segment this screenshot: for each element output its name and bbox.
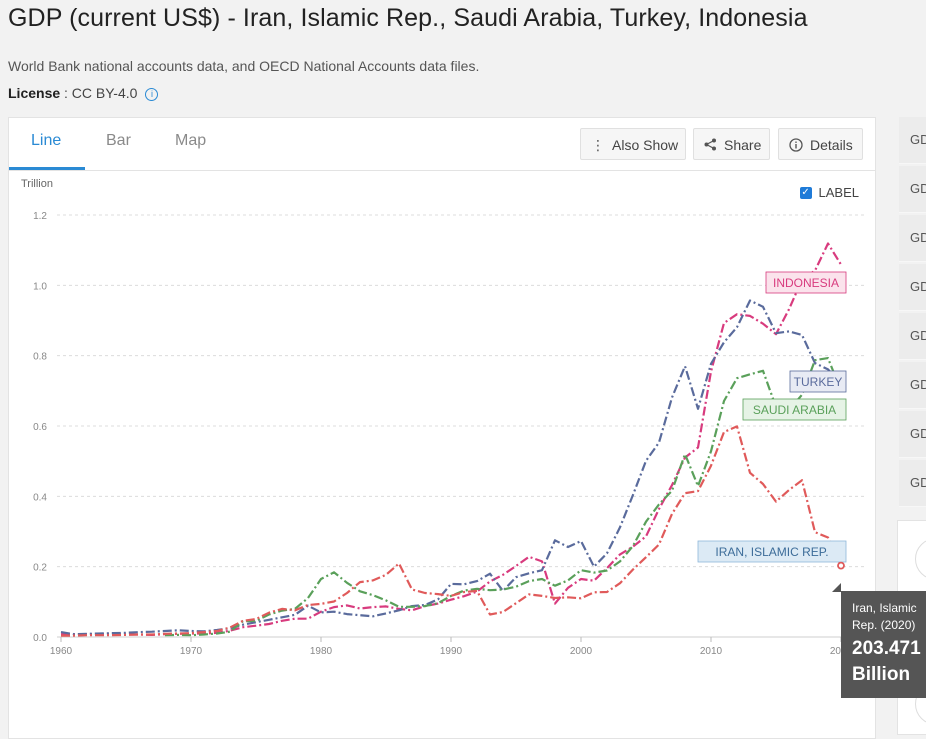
tab-map[interactable]: Map [175, 132, 207, 149]
hover-point[interactable] [837, 561, 845, 570]
series-lines [60, 242, 843, 637]
series-label-box [697, 540, 847, 563]
series-line-turkey[interactable] [60, 299, 842, 636]
chart-panel: Line Bar Map ⋮ Also Show Share Details ✓ … [8, 117, 876, 739]
more-vertical-icon: ⋮ [591, 137, 605, 153]
label-toggle[interactable]: ✓ LABEL [799, 185, 859, 200]
y-unit-label: Trillion [21, 178, 53, 190]
sidebar-item-7[interactable]: GD [899, 411, 926, 458]
series-label-indonesia: INDONESIA [765, 271, 847, 294]
series-label-text: TURKEY [794, 375, 843, 389]
sidebar-item-2[interactable]: GD [899, 166, 926, 213]
x-tick-label: 2000 [570, 646, 593, 657]
gdp-line-chart: Trillion 0.0 0.2 0.4 0.6 0.8 1.0 1.2 1960 1970 1… [21, 178, 867, 657]
sidebar-item-5[interactable]: GD [899, 313, 926, 360]
x-tick-label: 2010 [700, 646, 723, 657]
label-checkbox-checked-icon[interactable]: ✓ [799, 186, 812, 199]
side-circle-top[interactable] [915, 538, 926, 580]
details-label: Details [810, 137, 853, 153]
sidebar-item-3[interactable]: GD [899, 215, 926, 262]
sidebar-item-1[interactable]: GD [899, 117, 926, 164]
tooltip-unit: Billion [852, 664, 911, 685]
share-icon [704, 129, 717, 161]
tooltip: Iran, Islamic Rep. (2020) 203.471 Billio… [841, 591, 926, 698]
sidebar-item-4[interactable]: GD [899, 264, 926, 311]
series-line-iran-islamic-rep-[interactable] [61, 425, 842, 637]
sidebar-item-8[interactable]: GD [899, 460, 926, 507]
also-show-label: Also Show [612, 137, 679, 153]
y-axis: 0.0 0.2 0.4 0.6 0.8 1.0 1.2 [33, 211, 47, 644]
series-label-saudi-arabia: SAUDI ARABIA [742, 398, 847, 421]
license-label: License [8, 85, 61, 101]
x-tick-label: 1960 [50, 646, 73, 657]
tab-line[interactable]: Line [31, 132, 62, 149]
series-label-box [742, 398, 847, 421]
also-show-button[interactable]: ⋮ Also Show [580, 128, 686, 160]
share-label: Share [724, 137, 762, 153]
license-line: License : CC BY-4.0 i [8, 85, 159, 101]
tooltip-name: Iran, Islamic Rep. (2020) [852, 601, 917, 632]
tooltip-arrow [832, 583, 841, 592]
tooltip-value: 203.471 [852, 638, 921, 659]
y-tick-label: 0.0 [33, 633, 47, 644]
y-tick-label: 0.6 [33, 422, 47, 433]
y-tick-label: 0.2 [33, 563, 47, 574]
y-tick-label: 0.8 [33, 352, 47, 363]
y-tick-label: 0.4 [33, 492, 47, 503]
info-icon[interactable]: i [145, 88, 159, 101]
tab-bar[interactable]: Bar [106, 132, 131, 149]
active-tab-indicator [9, 167, 85, 170]
y-tick-label: 1.0 [33, 281, 47, 292]
series-line-indonesia[interactable] [61, 242, 842, 636]
series-label-box [789, 370, 847, 393]
series-label-text: INDONESIA [773, 276, 839, 290]
y-tick-label: 1.2 [33, 211, 47, 222]
series-label-turkey: TURKEY [789, 370, 847, 393]
license-value: : CC BY-4.0 [60, 85, 138, 101]
series-label-text: IRAN, ISLAMIC REP. [715, 545, 828, 559]
series-label-text: SAUDI ARABIA [753, 403, 836, 417]
info-circle-icon [789, 129, 803, 161]
series-label-box [765, 271, 847, 294]
x-tick-label: 1980 [310, 646, 333, 657]
series-label-iran-islamic-rep-: IRAN, ISLAMIC REP. [697, 540, 847, 563]
x-tick-label: 1970 [180, 646, 203, 657]
series-labels: INDONESIA TURKEY SAUDI ARABIA IRAN, ISLAMIC… [697, 271, 847, 563]
grid-lines [57, 214, 867, 638]
x-axis: 1960197019801990200020102020 [50, 636, 867, 657]
x-tick-label: 1990 [440, 646, 463, 657]
sidebar-item-6[interactable]: GD [899, 362, 926, 409]
source-note: World Bank national accounts data, and O… [8, 58, 480, 74]
share-button[interactable]: Share [693, 128, 770, 160]
label-toggle-text: LABEL [818, 185, 859, 200]
details-button[interactable]: Details [778, 128, 863, 160]
chart-tabs: Line Bar Map ⋮ Also Show Share Details [9, 118, 875, 171]
page-title: GDP (current US$) - Iran, Islamic Rep., … [8, 4, 808, 32]
